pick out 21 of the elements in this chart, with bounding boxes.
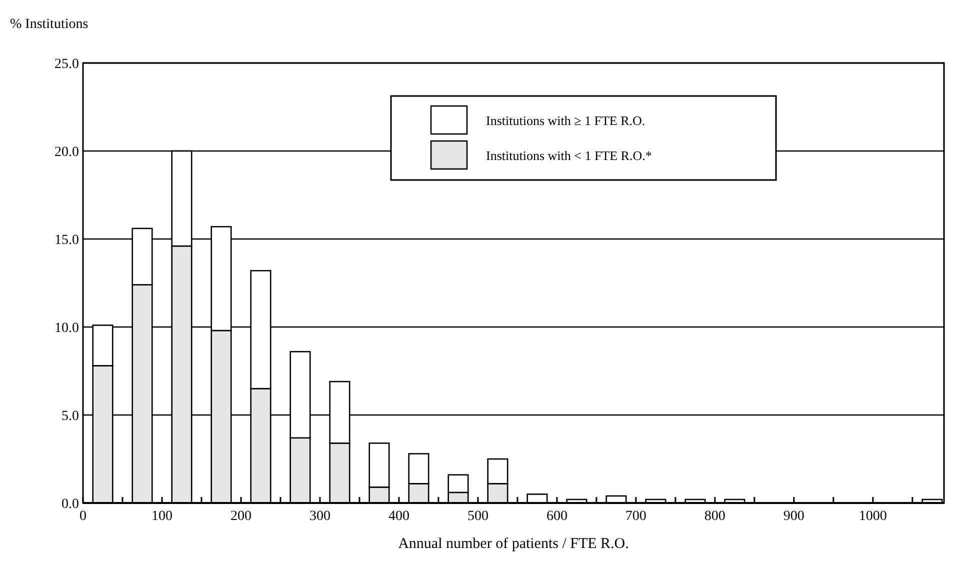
y-tick-label: 10.0 [54,321,79,336]
x-tick-label: 100 [151,509,172,524]
x-tick-label: 600 [546,509,568,524]
y-tick-label: 5.0 [62,409,79,424]
y-tick-label: 25.0 [54,57,79,72]
x-tick-label: 800 [704,509,726,524]
x-tick-label: 0 [80,509,86,524]
x-tick-label: 500 [467,509,488,524]
x-tick-label: 300 [309,509,330,524]
y-tick-label: 20.0 [54,145,79,160]
y-tick-label: 15.0 [54,233,79,248]
y-axis-title: % Institutions [10,17,88,32]
x-tick-label: 1000 [858,509,887,524]
y-tick-label: 0.0 [62,497,79,512]
x-tick-label: 900 [783,509,804,524]
x-axis-title: Annual number of patients / FTE R.O. [398,536,629,552]
legend-label: Institutions with ≥ 1 FTE R.O. [486,113,646,128]
x-tick-label: 200 [230,509,252,524]
legend-label: Institutions with < 1 FTE R.O.* [486,148,652,163]
x-tick-label: 700 [625,509,646,524]
x-tick-label: 400 [388,509,410,524]
